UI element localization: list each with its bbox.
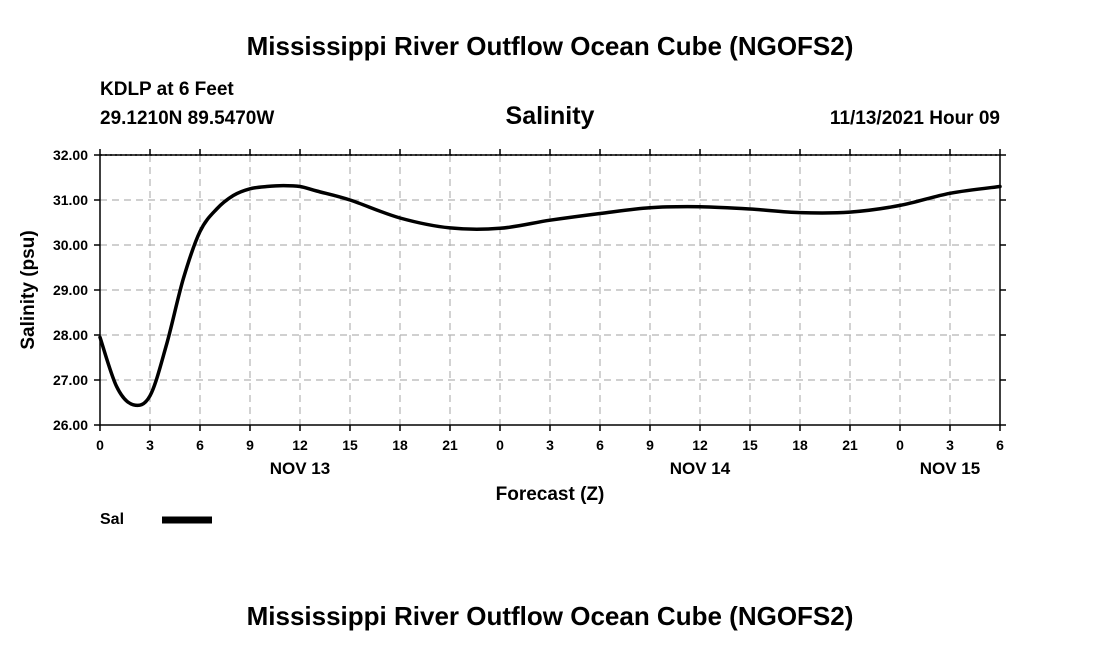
x-tick-label: 0	[496, 437, 504, 453]
chart-title: Salinity	[506, 102, 595, 130]
x-tick-label: 15	[742, 437, 758, 453]
x-tick-label: 18	[392, 437, 408, 453]
timestamp-label: 11/13/2021 Hour 09	[830, 108, 1000, 129]
day-labels: NOV 13 NOV 14 NOV 15	[270, 459, 980, 478]
x-tick-label: 6	[996, 437, 1004, 453]
series-line-sal	[98, 183, 1002, 408]
y-tick-label: 32.00	[53, 147, 88, 163]
y-tick-label: 31.00	[53, 192, 88, 208]
y-tick-label: 30.00	[53, 237, 88, 253]
x-tick-label: 0	[896, 437, 904, 453]
x-axis-label: Forecast (Z)	[496, 484, 605, 505]
y-tick-label: 28.00	[53, 327, 88, 343]
y-axis: 26.00 27.00 28.00 29.00 30.00 31.00 32.00	[53, 147, 1006, 433]
y-axis-label: Salinity (psu)	[18, 230, 39, 349]
location-label: 29.1210N 89.5470W	[100, 108, 274, 129]
x-tick-label: 3	[146, 437, 154, 453]
x-tick-label: 15	[342, 437, 358, 453]
y-tick-label: 29.00	[53, 282, 88, 298]
legend-label-sal: Sal	[100, 511, 124, 528]
x-axis: 0 3 6 9 12 15 18 21 0 3 6 9 12 15 18 21 0 3 6	[96, 149, 1004, 453]
grid-lines	[100, 155, 1000, 425]
page-title-top: Mississippi River Outflow Ocean Cube (NG…	[247, 31, 854, 61]
x-tick-label: 3	[946, 437, 954, 453]
x-tick-label: 12	[292, 437, 308, 453]
day-label: NOV 13	[270, 459, 330, 478]
day-label: NOV 15	[920, 459, 980, 478]
legend: Sal	[100, 511, 212, 528]
x-tick-label: 3	[546, 437, 554, 453]
x-tick-label: 21	[442, 437, 458, 453]
y-tick-label: 26.00	[53, 417, 88, 433]
day-label: NOV 14	[670, 459, 731, 478]
x-tick-label: 6	[596, 437, 604, 453]
station-label: KDLP at 6 Feet	[100, 79, 234, 100]
x-tick-label: 6	[196, 437, 204, 453]
x-tick-label: 0	[96, 437, 104, 453]
x-tick-label: 9	[246, 437, 254, 453]
x-tick-label: 12	[692, 437, 708, 453]
y-tick-label: 27.00	[53, 372, 88, 388]
page-title-bottom: Mississippi River Outflow Ocean Cube (NG…	[247, 601, 854, 631]
x-tick-label: 18	[792, 437, 808, 453]
x-tick-label: 21	[842, 437, 858, 453]
x-tick-label: 9	[646, 437, 654, 453]
